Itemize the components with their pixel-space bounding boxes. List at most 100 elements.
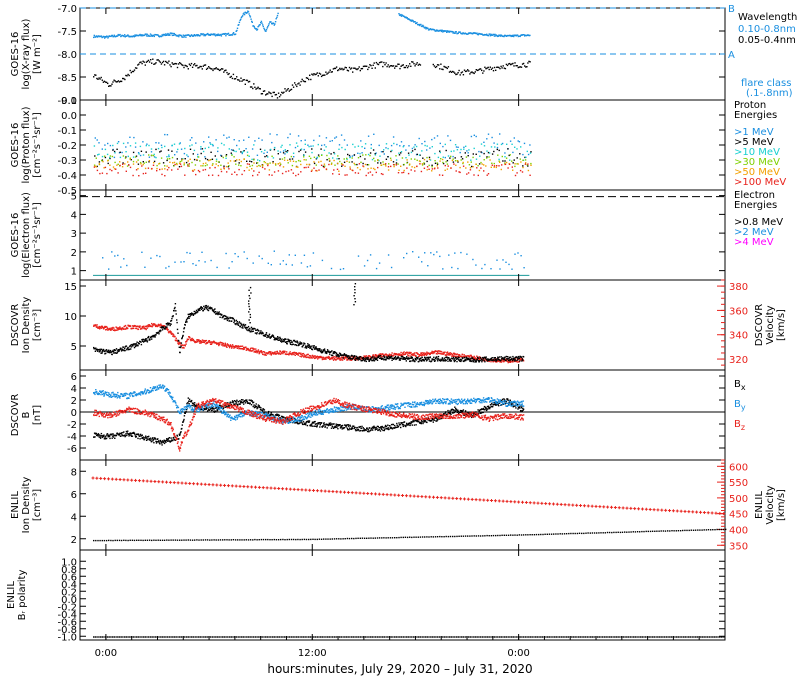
proton-point (246, 167, 247, 168)
proton-point (269, 174, 270, 175)
proton-point (228, 165, 229, 166)
proton-point (112, 156, 113, 157)
proton-point (166, 165, 167, 166)
velocity-point (403, 351, 404, 352)
proton-point (359, 163, 360, 164)
velocity-point (176, 338, 177, 339)
tick-label: -0.3 (57, 156, 77, 167)
xray-short-point (381, 61, 382, 62)
density-point (299, 344, 300, 345)
proton-point (391, 145, 392, 146)
density-point (226, 316, 227, 317)
xray-long-point (412, 20, 413, 21)
density-point (188, 318, 189, 319)
density-point (379, 355, 380, 356)
xray-long-point (104, 37, 105, 38)
velocity-point (234, 347, 235, 348)
velocity-point (389, 354, 390, 355)
proton-point (489, 159, 490, 160)
b-component-point (344, 427, 345, 428)
proton-point (234, 150, 235, 151)
proton-point (356, 164, 357, 165)
density-point (267, 335, 268, 336)
density-point (199, 310, 200, 311)
proton-point (491, 163, 492, 164)
velocity-point (446, 354, 447, 355)
axis-label-line: DSCOVR (10, 304, 21, 347)
proton-point (316, 157, 317, 158)
density-point (176, 319, 177, 320)
proton-point (437, 165, 438, 166)
xray-short-point (247, 80, 248, 81)
proton-point (339, 174, 340, 175)
proton-point (145, 173, 146, 174)
proton-point (445, 170, 446, 171)
b-component-point (185, 411, 186, 412)
b-component-point (116, 435, 117, 436)
proton-point (478, 151, 479, 152)
b-component-point (331, 423, 332, 424)
proton-point (442, 159, 443, 160)
proton-point (231, 155, 232, 156)
density-point (420, 358, 421, 359)
density-point (113, 352, 114, 353)
proton-point (132, 175, 133, 176)
b-component-point (144, 439, 145, 440)
xray-short-point (145, 64, 146, 65)
xray-short-point (410, 66, 411, 67)
proton-point (297, 146, 298, 147)
proton-point (209, 142, 210, 143)
proton-point (328, 158, 329, 159)
proton-point (468, 155, 469, 156)
proton-point (275, 163, 276, 164)
axis-label-line: Ion Density (21, 297, 32, 354)
xray-short-point (370, 65, 371, 66)
velocity-point (173, 334, 174, 335)
b-component-point (164, 443, 165, 444)
proton-point (398, 153, 399, 154)
b-component-point (311, 425, 312, 426)
b-component-point (147, 439, 148, 440)
proton-point (285, 171, 286, 172)
proton-point (411, 152, 412, 153)
velocity-point (421, 353, 422, 354)
density-point (169, 323, 170, 324)
proton-point (231, 174, 232, 175)
proton-point (310, 146, 311, 147)
b-component-point (319, 426, 320, 427)
proton-point (94, 145, 95, 146)
proton-point (130, 167, 131, 168)
proton-point (349, 155, 350, 156)
proton-point (368, 164, 369, 165)
density-point (352, 355, 353, 356)
b-component-point (94, 436, 95, 437)
electron-point (388, 254, 389, 255)
xray-long-point (267, 27, 268, 28)
density-point (242, 327, 243, 328)
b-component-point (121, 432, 122, 433)
xray-short-point (484, 67, 485, 68)
proton-point (171, 151, 172, 152)
b-component-point (127, 431, 128, 432)
xray-short-point (241, 81, 242, 82)
proton-point (463, 166, 464, 167)
proton-point (231, 149, 232, 150)
proton-point (252, 148, 253, 149)
density-point (308, 344, 309, 345)
xray-long-point (488, 35, 489, 36)
density-point (193, 315, 194, 316)
density-point (297, 342, 298, 343)
proton-point (243, 151, 244, 152)
density-point (444, 360, 445, 361)
proton-point (103, 167, 104, 168)
proton-point (207, 159, 208, 160)
electron-point (331, 268, 332, 269)
proton-point (133, 152, 134, 153)
b-component-point (167, 441, 168, 442)
electron-point (511, 269, 512, 270)
proton-point (491, 167, 492, 168)
velocity-point (229, 347, 230, 348)
electron-point (424, 252, 425, 253)
proton-point (497, 155, 498, 156)
xray-short-point (343, 68, 344, 69)
